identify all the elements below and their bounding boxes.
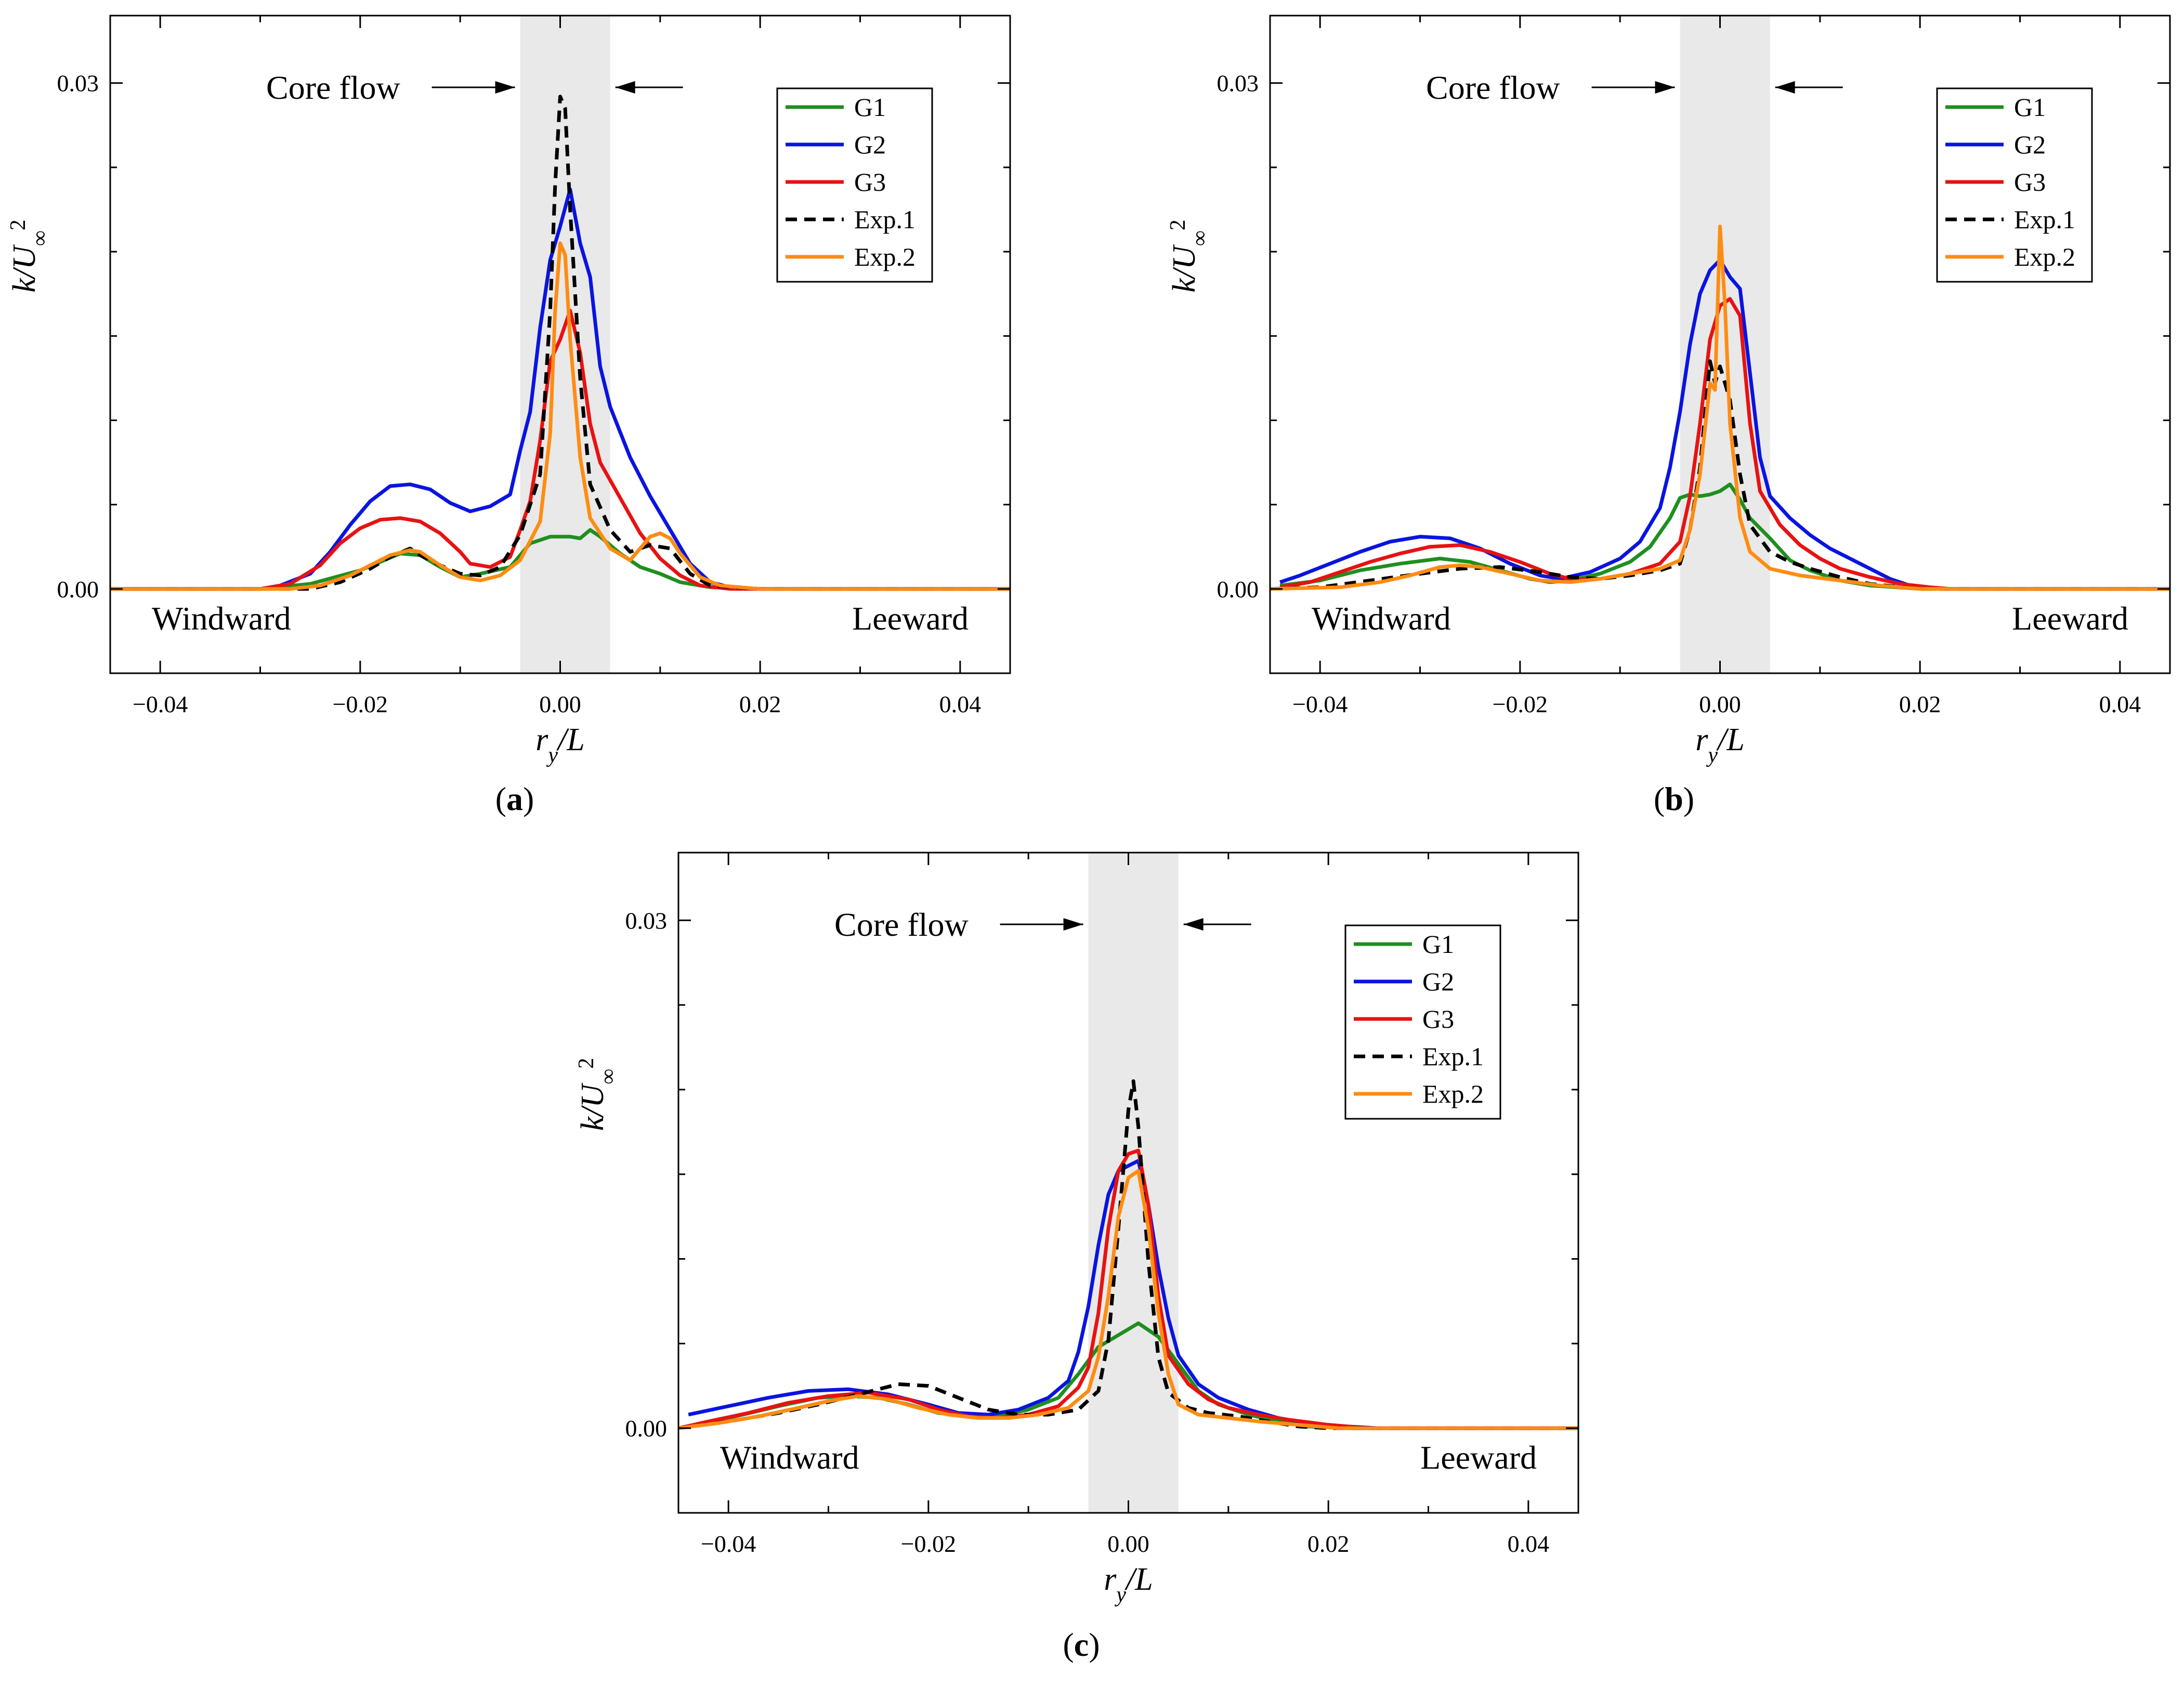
leeward-label: Leeward (2012, 600, 2128, 637)
y-axis-label: k/U∞2 (1166, 219, 1212, 292)
core-flow-arrowhead-left (615, 81, 635, 94)
x-tick-label: −0.02 (901, 1531, 956, 1557)
series-line-exp2 (1270, 224, 2170, 591)
legend-box (1344, 924, 1501, 1120)
chart-panel-b: −0.04 −0.02 0.00 0.02 0.04 0.00 0.03 Core flow W… (1166, 15, 2171, 817)
core-flow-arrowhead-right (1655, 81, 1675, 94)
legend-label-g2: G2 (1422, 967, 1454, 996)
legend-label-g1: G1 (854, 93, 886, 122)
y-tick-label: 0.03 (1217, 70, 1259, 97)
x-tick-label: −0.04 (1292, 691, 1348, 717)
x-tick-label: 0.02 (1307, 1531, 1350, 1557)
windward-label: Windward (152, 600, 291, 637)
legend-label-exp2: Exp.2 (854, 242, 916, 271)
core-flow-arrowhead-right (495, 81, 515, 94)
x-tick-label: 0.02 (739, 691, 781, 717)
series-line-g3 (1279, 297, 2170, 591)
core-flow-band (1088, 853, 1179, 1513)
legend-label-g1: G1 (1422, 930, 1454, 959)
chart-panel-a: −0.04 −0.02 0.00 0.02 0.04 0.00 0.03 Core flow W… (6, 15, 1011, 817)
x-tick-label: −0.02 (333, 691, 388, 717)
legend-label-exp1: Exp.1 (1422, 1042, 1484, 1071)
legend-box (776, 87, 933, 283)
x-tick-label: −0.02 (1493, 691, 1548, 717)
panel-label: (a) (495, 780, 534, 817)
core-flow-arrowhead-left (1775, 81, 1795, 94)
series-group (110, 95, 1010, 591)
legend-label-g3: G3 (1422, 1004, 1454, 1034)
series-line-exp1 (110, 95, 1010, 591)
x-axis-label: ry/L (535, 722, 585, 767)
y-tick-label: 0.00 (57, 576, 99, 603)
series-line-exp2 (110, 241, 1010, 591)
legend-label-g1: G1 (2014, 93, 2046, 122)
core-flow-label: Core flow (1426, 69, 1560, 106)
x-tick-label: −0.04 (701, 1531, 756, 1557)
core-flow-band (520, 16, 610, 673)
series-line-g2 (1279, 258, 2170, 591)
x-tick-label: 0.04 (939, 691, 982, 717)
series-line-g2 (110, 187, 1010, 591)
y-tick-label: 0.03 (625, 907, 668, 934)
x-tick-label: 0.02 (1899, 691, 1941, 717)
x-axis-label: ry/L (1695, 722, 1745, 767)
legend-label-g2: G2 (854, 130, 886, 159)
core-flow-arrowhead-right (1063, 918, 1083, 931)
series-group (1270, 224, 2170, 591)
legend-box (1936, 87, 2093, 283)
legend-label-exp1: Exp.1 (2014, 205, 2075, 234)
series-line-exp1 (678, 1079, 1578, 1430)
legend-label-g3: G3 (2014, 167, 2046, 197)
x-tick-label: −0.04 (133, 691, 188, 717)
chart-panel-c: −0.04 −0.02 0.00 0.02 0.04 0.00 0.03 Core flow W… (574, 852, 1579, 1663)
x-tick-label: 0.00 (1107, 1531, 1149, 1557)
x-tick-label: 0.04 (1508, 1531, 1550, 1557)
legend-label-g2: G2 (2014, 130, 2046, 159)
y-axis-label: k/U∞2 (6, 219, 52, 292)
series-group (678, 1079, 1578, 1430)
x-tick-label: 0.00 (539, 691, 581, 717)
y-axis-label: k/U∞2 (574, 1058, 620, 1131)
leeward-label: Leeward (1420, 1439, 1537, 1476)
core-flow-arrowhead-left (1183, 918, 1204, 931)
core-flow-label: Core flow (266, 69, 400, 106)
legend-label-exp2: Exp.2 (1422, 1079, 1484, 1108)
x-tick-label: 0.04 (2099, 691, 2141, 717)
x-axis-label: ry/L (1104, 1562, 1153, 1607)
legend-label-g3: G3 (854, 167, 886, 197)
panel-label: (c) (1063, 1626, 1100, 1663)
windward-label: Windward (720, 1439, 859, 1476)
panel-label: (b) (1654, 780, 1694, 817)
windward-label: Windward (1312, 600, 1451, 637)
series-line-g3 (110, 309, 1010, 591)
core-flow-label: Core flow (834, 906, 969, 943)
leeward-label: Leeward (852, 600, 969, 637)
legend-label-exp2: Exp.2 (2014, 242, 2075, 271)
series-line-g3 (678, 1148, 1578, 1430)
y-tick-label: 0.03 (57, 70, 99, 97)
x-tick-label: 0.00 (1699, 691, 1741, 717)
y-tick-label: 0.00 (1217, 576, 1259, 603)
legend-label-exp1: Exp.1 (854, 205, 916, 234)
series-line-exp2 (678, 1169, 1578, 1430)
y-tick-label: 0.00 (625, 1415, 668, 1442)
